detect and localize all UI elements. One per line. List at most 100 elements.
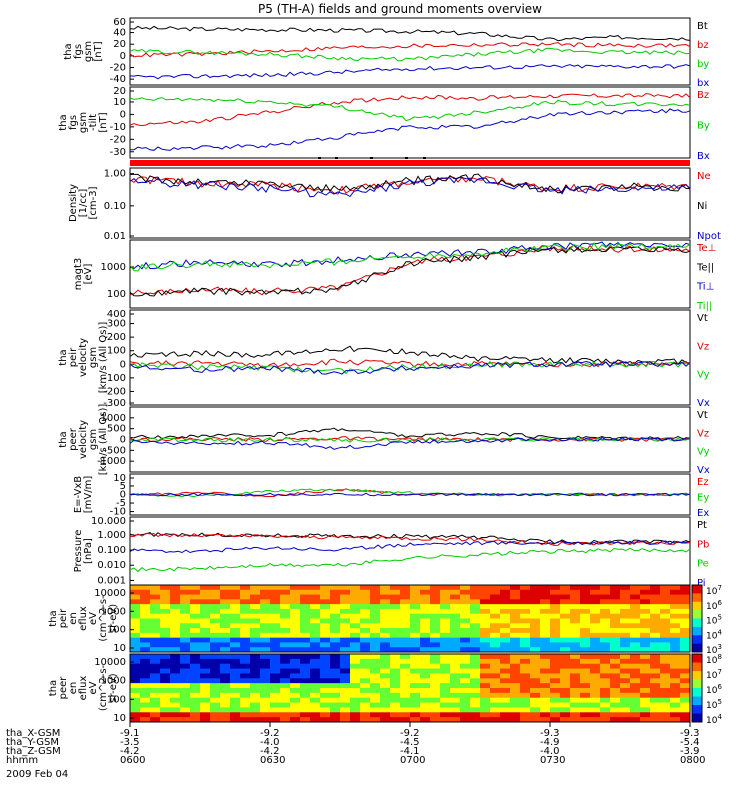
spectrogram-cell <box>270 658 281 665</box>
spectrogram-cell <box>670 608 681 615</box>
spectrogram-cell <box>210 707 221 713</box>
spectrogram-cell <box>610 585 621 591</box>
spectrogram-cell <box>610 673 621 679</box>
spectrogram-cell <box>490 585 501 591</box>
spectrogram-cell <box>660 658 671 665</box>
spectrogram-cell <box>310 647 321 653</box>
spectrogram-cell <box>240 654 251 660</box>
spectrogram-cell <box>240 628 251 634</box>
spectrogram-cell <box>140 637 151 643</box>
spectrogram-cell <box>650 658 661 665</box>
spectrogram-cell <box>430 707 441 713</box>
spectrogram-cell <box>560 604 571 610</box>
spectrogram-cell <box>370 707 381 713</box>
spectrogram-cell <box>290 604 301 610</box>
spectrogram-cell <box>530 673 541 679</box>
spectrogram-cell <box>400 628 411 634</box>
spectrogram-cell <box>250 692 261 699</box>
spectrogram-cell <box>430 608 441 615</box>
spectrogram-cell <box>500 608 511 615</box>
y-tick-label: 0.001 <box>97 575 126 586</box>
spectrogram-cell <box>500 688 511 694</box>
spectrogram-cell <box>540 628 551 634</box>
spectrogram-cell <box>350 613 361 619</box>
spectrogram-cell <box>260 628 271 634</box>
legend-entry: Vx <box>697 465 710 476</box>
spectrogram-cell <box>450 702 461 708</box>
spectrogram-cell <box>410 599 421 605</box>
spectrogram-cell <box>230 613 241 619</box>
spectrogram-cell <box>400 673 411 679</box>
spectrogram-cell <box>240 632 251 639</box>
spectrogram-cell <box>650 637 661 643</box>
series-line-Vz <box>129 358 691 369</box>
spectrogram-cell <box>520 688 531 694</box>
spectrogram-cell <box>620 663 631 670</box>
spectrogram-cell <box>270 604 281 610</box>
spectrogram-cell <box>430 712 441 718</box>
spectrogram-cell <box>430 623 441 629</box>
spectrogram-cell <box>500 637 511 643</box>
spectrogram-cell <box>420 663 431 670</box>
y-tick-label: -10 <box>110 507 126 518</box>
spectrogram-cell <box>160 637 171 643</box>
y-tick-label: -10 <box>110 122 126 133</box>
spectrogram-cell <box>600 683 611 689</box>
spectrogram-cell <box>360 707 371 713</box>
spectrogram-cell <box>480 628 491 634</box>
spectrogram-cell <box>250 647 261 653</box>
spectrogram-cell <box>210 654 221 660</box>
spectrogram-cell <box>290 585 301 591</box>
spectrogram-cell <box>370 668 381 674</box>
spectrogram-cell <box>400 692 411 699</box>
spectrogram-cell <box>430 585 441 591</box>
spectrogram-cell <box>530 594 541 600</box>
spectrogram-cell <box>640 647 651 653</box>
spectrogram-cell <box>480 623 491 629</box>
spectrogram-cell <box>540 594 551 600</box>
y-tick-label: 5 <box>120 481 126 492</box>
spectrogram-cell <box>170 637 181 643</box>
y-tick-label: -1000 <box>97 456 126 467</box>
spectrogram-cell <box>220 594 231 600</box>
spectrogram-cell <box>280 692 291 699</box>
spectrogram-cell <box>660 663 671 670</box>
spectrogram-cell <box>140 613 151 619</box>
spectrogram-cell <box>370 599 381 605</box>
colorbar-segment <box>692 671 702 680</box>
spectrogram-cell <box>370 692 381 699</box>
spectrogram-cell <box>450 647 461 653</box>
spectrogram-cell <box>330 618 341 624</box>
spectrogram-cell <box>230 585 241 591</box>
spectrogram-cell <box>570 604 581 610</box>
spectrogram-cell <box>320 628 331 634</box>
spectrogram-cell <box>570 658 581 665</box>
spectrogram-cell <box>400 623 411 629</box>
spectrogram-cell <box>450 589 461 596</box>
spectrogram-cell <box>400 658 411 665</box>
spectrogram-cell <box>220 613 231 619</box>
spectrogram-cell <box>200 658 211 665</box>
spectrogram-cell <box>370 608 381 615</box>
spectrogram-cell <box>540 678 551 684</box>
spectrogram-cell <box>540 702 551 708</box>
spectrogram-cell <box>650 585 661 591</box>
spectrogram-cell <box>250 673 261 679</box>
spectrogram-cell <box>330 599 341 605</box>
spectrogram-cell <box>310 688 321 694</box>
spectrogram-cell <box>370 618 381 624</box>
series-line-Ez <box>129 488 691 498</box>
spectrogram-cell <box>270 688 281 694</box>
spectrogram-cell <box>620 692 631 699</box>
spectrogram-cell <box>270 613 281 619</box>
spectrogram-cell <box>370 589 381 596</box>
spectrogram-cell <box>470 599 481 605</box>
spectrogram-cell <box>580 608 591 615</box>
spectrogram-cell <box>680 692 691 699</box>
spectrogram-cell <box>510 604 521 610</box>
y-axis-label: tha <box>58 114 69 130</box>
spectrogram-cell <box>180 712 191 718</box>
spectrogram-cell <box>130 613 141 619</box>
spectrogram-cell <box>470 608 481 615</box>
spectrogram-cell <box>190 678 201 684</box>
